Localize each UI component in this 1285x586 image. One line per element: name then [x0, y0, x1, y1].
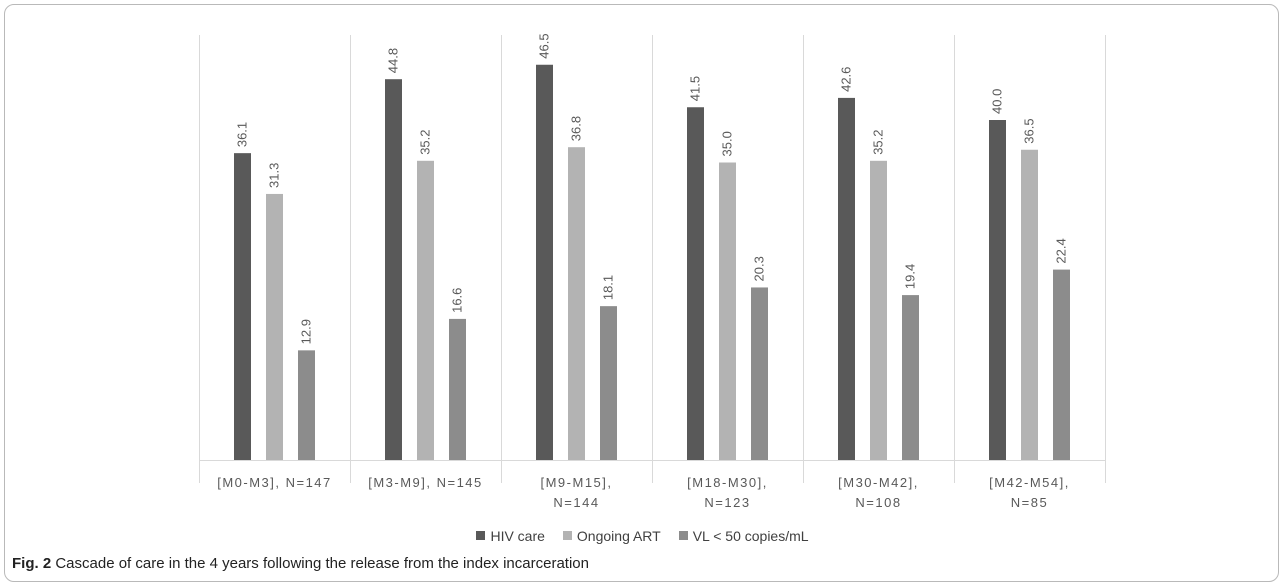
bar [234, 153, 251, 460]
legend-swatch [678, 531, 688, 540]
data-label: 35.0 [720, 131, 735, 156]
data-label: 35.2 [418, 129, 433, 154]
bar [266, 193, 283, 460]
data-label: 20.3 [752, 256, 767, 281]
bar [870, 160, 887, 461]
legend-label: Ongoing ART [576, 527, 661, 544]
data-label: 31.3 [267, 163, 282, 188]
data-label: 19.4 [903, 264, 918, 289]
x-tick-label: N=108 [855, 495, 901, 510]
legend-label: VL < 50 copies/mL [692, 527, 809, 544]
bar [385, 79, 402, 460]
data-label: 16.6 [450, 288, 465, 313]
x-tick-label: [M9-M15], [540, 475, 612, 490]
legend-item: HIV care [476, 527, 545, 544]
bar [417, 160, 434, 461]
legend-swatch [562, 531, 572, 540]
bar [902, 295, 919, 460]
bar-chart: 36.1 31.3 12.9 [M0-M3], N=147 44.8 35.2 16.6 [M… [199, 33, 1106, 510]
legend-item: Ongoing ART [562, 527, 661, 544]
data-label: 36.1 [235, 122, 250, 147]
bar [719, 162, 736, 460]
data-label: 12.9 [299, 319, 314, 344]
x-tick-label: [M18-M30], [687, 475, 768, 490]
bar [298, 350, 315, 460]
data-label: 35.2 [871, 129, 886, 154]
bar [568, 147, 585, 460]
x-tick-label: [M42-M54], [989, 475, 1070, 490]
bar [600, 306, 617, 460]
bar [687, 107, 704, 460]
figure-caption: Fig. 2 Cascade of care in the 4 years fo… [12, 555, 589, 572]
data-label: 22.4 [1054, 238, 1069, 263]
x-tick-label: [M3-M9], N=145 [368, 475, 483, 490]
legend-swatch [476, 531, 486, 540]
data-label: 44.8 [386, 48, 401, 73]
x-tick-label: N=123 [704, 495, 750, 510]
data-label: 42.6 [839, 67, 854, 92]
bar [449, 318, 466, 460]
data-label: 40.0 [990, 89, 1005, 114]
bar [989, 120, 1006, 460]
legend-item: VL < 50 copies/mL [678, 527, 809, 544]
caption-text: Cascade of care in the 4 years following… [55, 555, 589, 572]
data-label: 46.5 [537, 33, 552, 58]
bar [838, 97, 855, 461]
data-label: 36.5 [1022, 118, 1037, 143]
x-tick-label: [M0-M3], N=147 [217, 475, 332, 490]
chart-legend: HIV care Ongoing ART VL < 50 copies/mL [0, 527, 1285, 544]
data-label: 36.8 [569, 116, 584, 141]
data-label: 41.5 [688, 76, 703, 101]
figure-frame [4, 4, 1279, 582]
bar [536, 64, 553, 460]
x-tick-label: [M30-M42], [838, 475, 919, 490]
bar [751, 287, 768, 460]
caption-label: Fig. 2 [12, 555, 52, 572]
bar [1021, 149, 1038, 460]
x-tick-label: N=144 [553, 495, 599, 510]
legend-label: HIV care [490, 527, 545, 544]
data-label: 18.1 [601, 275, 616, 300]
bar [1053, 269, 1070, 460]
x-tick-label: N=85 [1011, 495, 1048, 510]
